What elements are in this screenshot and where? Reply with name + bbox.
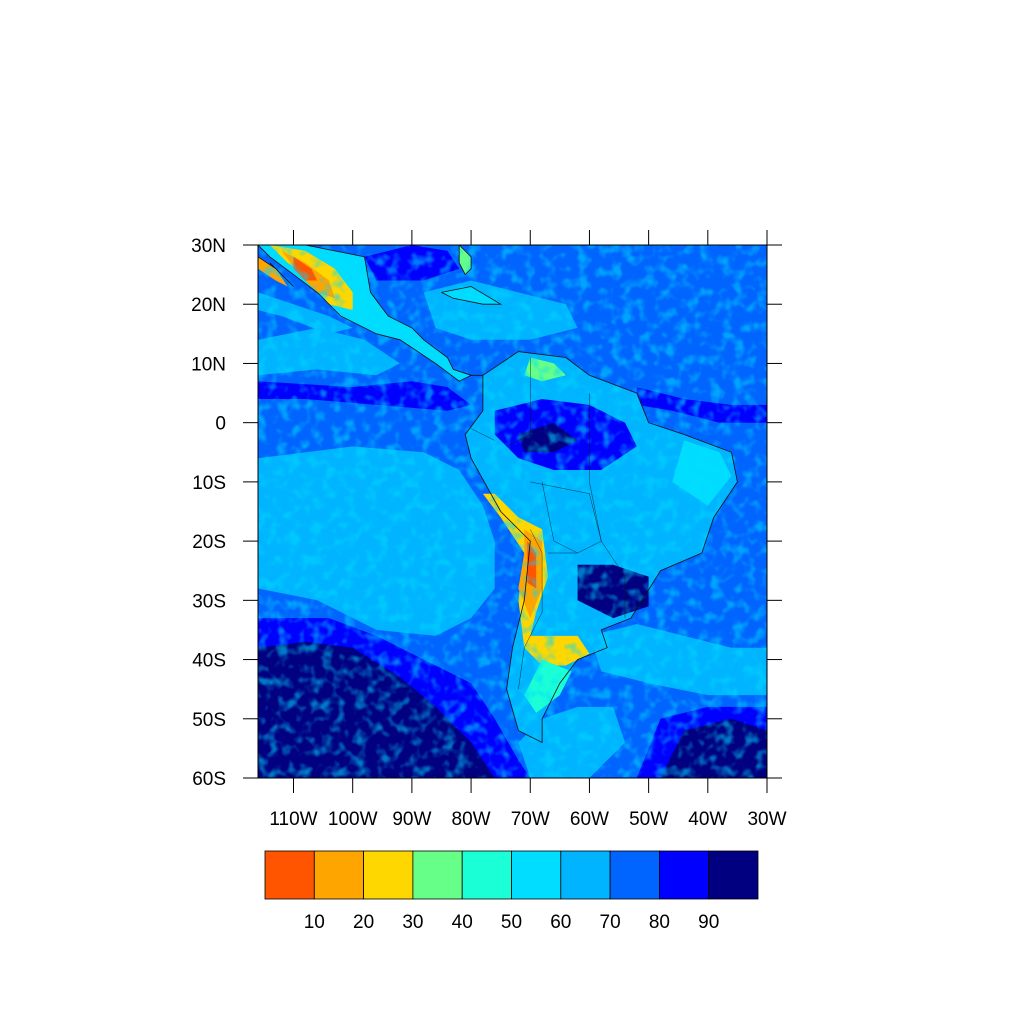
lat-tick-label: 40S (192, 651, 226, 672)
colorbar-box (313, 850, 364, 900)
latitude-axis: 30N 20N 10N 0 10S 20S 30S 40S 50S 60S (191, 236, 782, 790)
colorbar-box (412, 850, 463, 900)
filled-contour-field (258, 245, 767, 778)
country-border-5 (518, 529, 543, 690)
country-border-0 (506, 357, 531, 447)
lat-tick-label: 60S (192, 769, 226, 790)
lon-tick-label: 60W (570, 809, 609, 830)
colorbar-label: 40 (452, 912, 473, 933)
colorbar-label: 10 (304, 912, 325, 933)
colorbar-box (511, 850, 562, 900)
colorbar-label: 90 (698, 912, 719, 933)
lon-tick-label: 110W (269, 809, 317, 830)
colorbar: 10 20 30 40 50 60 70 80 90 (264, 850, 759, 933)
field-speckle (258, 245, 767, 778)
country-border-6 (470, 428, 495, 441)
lat-tick-label: 10N (191, 354, 226, 375)
country-border-4 (601, 540, 626, 619)
coast-baja (258, 256, 294, 287)
colorbar-label: 70 (600, 912, 621, 933)
colorbar-label: 80 (649, 912, 670, 933)
colorbar-label: 30 (402, 912, 423, 933)
lon-tick-label: 100W (328, 809, 378, 830)
lon-tick-label: 70W (511, 809, 550, 830)
colorbar-box (363, 850, 414, 900)
colorbar-label: 50 (501, 912, 522, 933)
lon-tick-label: 90W (392, 809, 431, 830)
lat-tick-label: 50S (192, 710, 226, 731)
colorbar-label: 60 (550, 912, 571, 933)
country-border-7 (541, 481, 578, 554)
longitude-axis: 110W 100W 90W 80W 70W 60W 50W 40W 30W (269, 230, 787, 830)
colorbar-box (708, 850, 759, 900)
colorbar-box (461, 850, 512, 900)
coast-pacific-mexico (258, 245, 472, 382)
lat-tick-label: 30S (192, 591, 226, 612)
lat-tick-label: 20S (192, 532, 226, 553)
lon-tick-label: 80W (452, 809, 491, 830)
plot-frame (257, 244, 768, 779)
lon-tick-label: 40W (688, 809, 727, 830)
coast-florida (458, 245, 472, 276)
colorbar-box (609, 850, 660, 900)
contour-plot-area (258, 245, 767, 778)
lon-tick-label: 30W (747, 809, 786, 830)
lat-tick-label: 20N (191, 295, 226, 316)
colorbar-label: 20 (353, 912, 374, 933)
country-border-1 (589, 393, 602, 542)
coastline-and-borders (258, 245, 738, 744)
lat-tick-label: 10S (192, 473, 226, 494)
coast-central-america (258, 245, 483, 376)
lat-tick-label: 30N (191, 236, 226, 257)
colorbar-box (560, 850, 611, 900)
lon-tick-label: 50W (629, 809, 668, 830)
colorbar-box (264, 850, 315, 900)
country-border-2 (530, 481, 602, 542)
colorbar-box (659, 850, 710, 900)
coast-south-america (464, 351, 738, 744)
lat-tick-label: 0 (215, 414, 226, 435)
coast-cuba (441, 286, 503, 305)
